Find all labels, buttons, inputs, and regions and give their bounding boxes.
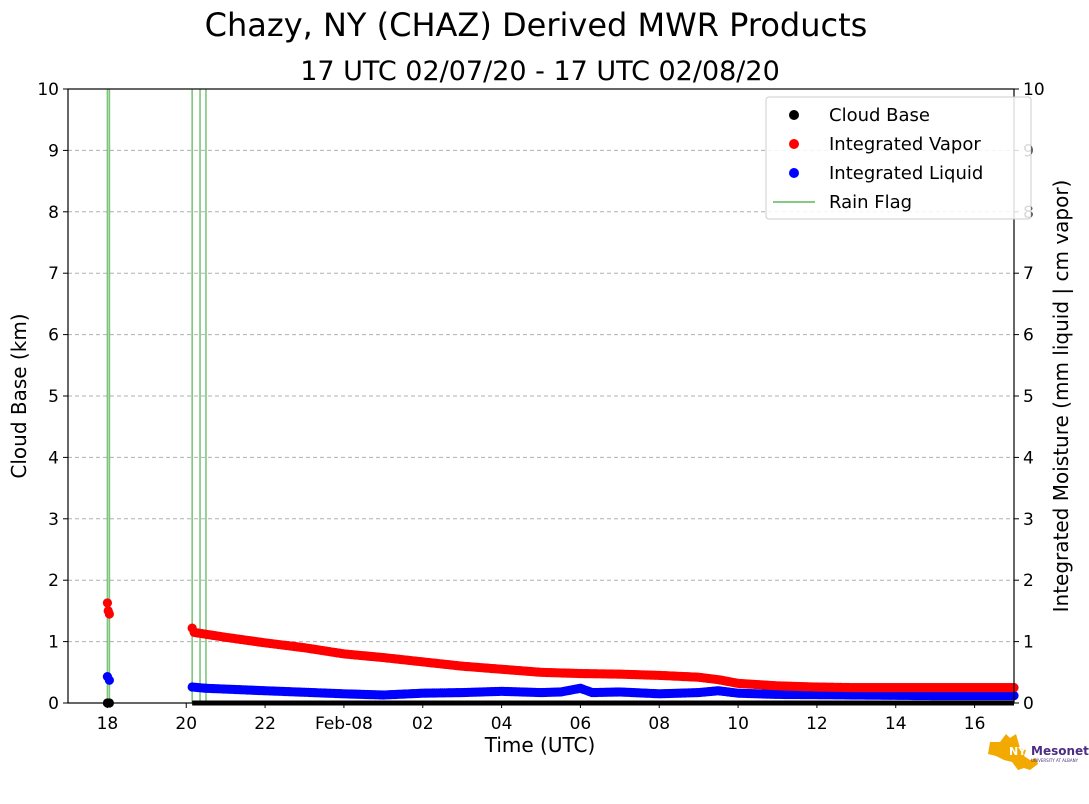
x-tick-label: 04	[491, 714, 513, 734]
y-right-tick-label: 7	[1023, 264, 1034, 284]
logo-university-text: UNIVERSITY AT ALBANY	[1031, 758, 1079, 763]
y-left-tick-label: 2	[48, 571, 59, 591]
x-tick-label: 12	[806, 714, 828, 734]
x-tick-label: 10	[727, 714, 749, 734]
x-tick-label: 16	[964, 714, 986, 734]
y-left-tick-label: 0	[48, 694, 59, 714]
x-axis-label: Time (UTC)	[484, 733, 596, 757]
ny-state-shape-icon	[988, 734, 1038, 770]
legend-label: Integrated Liquid	[829, 163, 983, 184]
y-left-tick-label: 3	[48, 510, 59, 530]
legend-label: Cloud Base	[829, 105, 930, 126]
x-tick-label: Feb-08	[315, 714, 373, 734]
series-integrated-vapor	[102, 598, 1019, 693]
x-tick-label: 14	[885, 714, 907, 734]
logo-nys-text: NYS	[1009, 745, 1034, 758]
x-tick-label: 22	[254, 714, 276, 734]
data-point	[104, 609, 114, 619]
legend-box	[765, 96, 1032, 220]
chart-title: Chazy, NY (CHAZ) Derived MWR Products	[205, 6, 868, 44]
x-tick-label: 02	[412, 714, 434, 734]
y-right-tick-label: 5	[1023, 387, 1034, 407]
y-left-tick-label: 9	[48, 141, 59, 161]
y-right-tick-label: 1	[1023, 633, 1034, 653]
y-right-tick-label: 2	[1023, 571, 1034, 591]
x-tick-label: 18	[97, 714, 119, 734]
y-right-tick-label: 6	[1023, 326, 1034, 346]
chart-subtitle: 17 UTC 02/07/20 - 17 UTC 02/08/20	[300, 56, 780, 87]
y-right-tick-label: 4	[1023, 448, 1034, 468]
x-tick-label: 20	[175, 714, 197, 734]
y-left-tick-label: 4	[48, 448, 59, 468]
legend-marker	[789, 168, 799, 178]
data-point	[102, 598, 113, 608]
data-point	[104, 675, 114, 685]
axis-ticks: 001122334455667788991010182022Feb-080204…	[37, 80, 1044, 734]
y-left-tick-label: 5	[48, 387, 59, 407]
y-axis-right-label: Integrated Moisture (mm liquid | cm vapo…	[1049, 180, 1073, 613]
data-points	[102, 598, 1019, 708]
legend-label: Integrated Vapor	[829, 134, 981, 155]
grid-lines	[68, 149, 1014, 643]
series-integrated-liquid	[102, 671, 1019, 701]
logo-mesonet-text: Mesonet	[1031, 744, 1089, 758]
y-left-tick-label: 10	[37, 80, 59, 100]
y-right-tick-label: 0	[1023, 694, 1034, 714]
legend-marker	[789, 110, 799, 120]
legend-label: Rain Flag	[829, 192, 912, 213]
y-left-tick-label: 1	[48, 633, 59, 653]
y-axis-left-label: Cloud Base (km)	[7, 313, 31, 478]
y-left-tick-label: 6	[48, 326, 59, 346]
y-right-tick-label: 3	[1023, 510, 1034, 530]
legend: Cloud Base Integrated Vapor Integrated Liq…	[765, 96, 1032, 220]
legend-marker	[789, 139, 799, 149]
rain-flag-lines	[106, 89, 207, 703]
y-left-tick-label: 7	[48, 264, 59, 284]
x-tick-label: 06	[570, 714, 592, 734]
nys-mesonet-logo: NYS Mesonet UNIVERSITY AT ALBANY	[988, 734, 1089, 770]
x-tick-label: 08	[648, 714, 670, 734]
y-right-tick-label: 10	[1023, 80, 1045, 100]
y-left-tick-label: 8	[48, 203, 59, 223]
